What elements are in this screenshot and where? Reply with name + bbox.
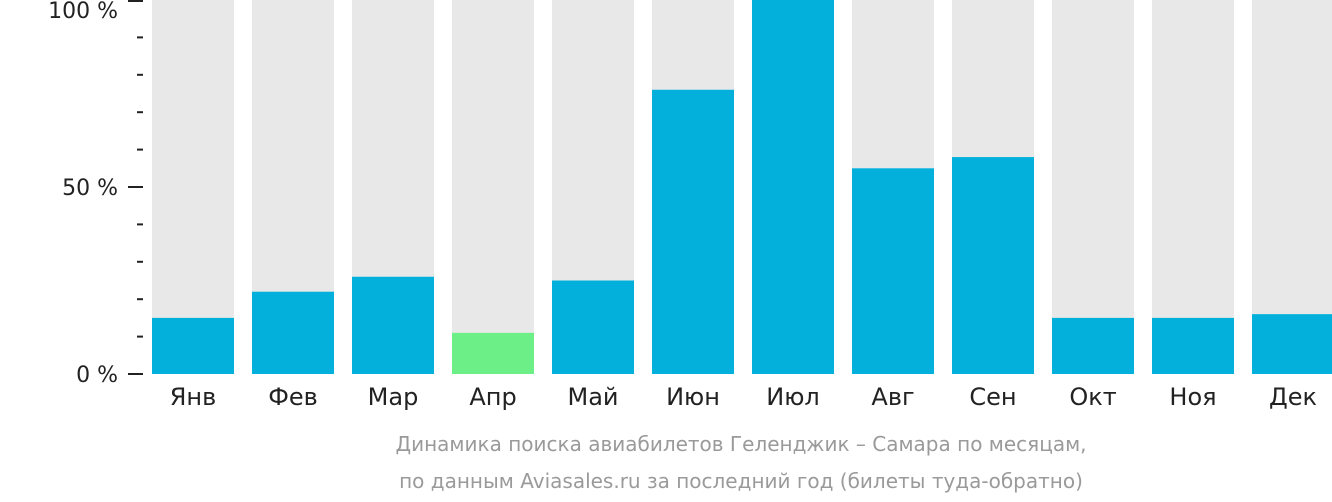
bar xyxy=(752,0,834,374)
bar-track xyxy=(1152,0,1234,374)
x-axis-labels: Янв Фев Мар Апр Май Июн Июл Авг Сен Окт Ноя Дек xyxy=(170,383,1317,411)
bar xyxy=(952,157,1034,374)
bars xyxy=(152,0,1332,374)
bar-track xyxy=(1252,0,1332,374)
x-tick-label: Фев xyxy=(268,383,318,411)
bar xyxy=(1152,317,1234,374)
x-tick-label: Мар xyxy=(368,383,419,411)
x-tick-label: Сен xyxy=(969,383,1016,411)
x-tick-label: Май xyxy=(567,383,618,411)
bar xyxy=(1252,314,1332,374)
x-tick-label: Июн xyxy=(666,383,720,411)
bar-track xyxy=(1052,0,1134,374)
bar xyxy=(352,276,434,374)
bar xyxy=(852,168,934,374)
x-tick-label: Дек xyxy=(1269,383,1317,411)
bar-track xyxy=(452,0,534,374)
bar xyxy=(552,280,634,374)
x-tick-label: Авг xyxy=(871,383,914,411)
bar xyxy=(252,291,334,374)
y-tick-label: 100 % xyxy=(48,0,118,24)
x-tick-label: Апр xyxy=(469,383,516,411)
bar xyxy=(152,317,234,374)
bar xyxy=(1052,317,1134,374)
caption-line-2: по данным Aviasales.ru за последний год … xyxy=(399,469,1083,493)
y-axis: 0 % 50 % 100 % xyxy=(48,0,143,388)
bar xyxy=(652,89,734,374)
x-tick-label: Янв xyxy=(170,383,217,411)
y-tick-label: 0 % xyxy=(76,363,118,388)
x-tick-label: Июл xyxy=(766,383,820,411)
x-tick-label: Окт xyxy=(1069,383,1116,411)
caption-line-1: Динамика поиска авиабилетов Геленджик – … xyxy=(395,432,1086,456)
bar xyxy=(452,332,534,374)
bar-track xyxy=(152,0,234,374)
x-tick-label: Ноя xyxy=(1169,383,1216,411)
y-tick-label: 50 % xyxy=(62,176,118,201)
